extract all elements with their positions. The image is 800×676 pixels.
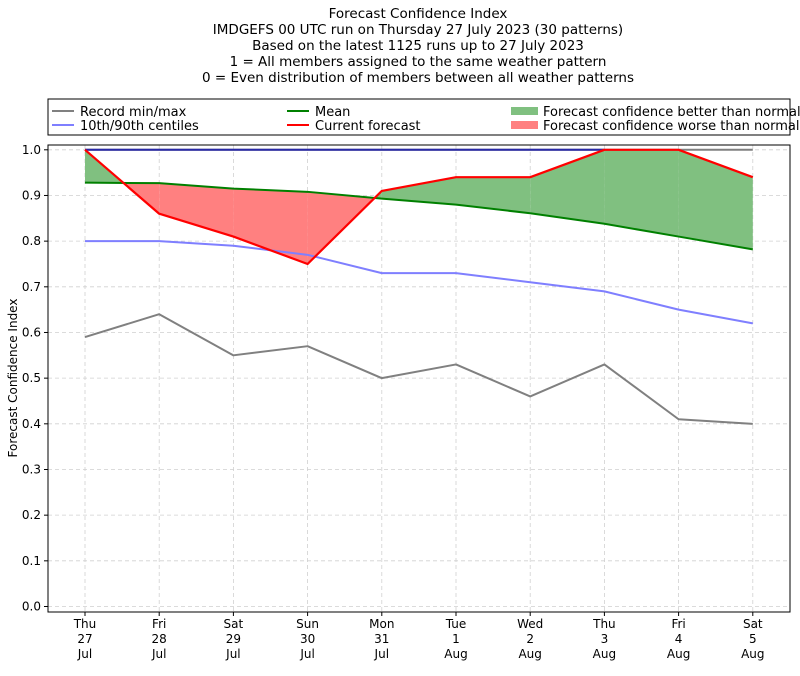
- series-lines: [84, 148, 754, 425]
- title-line: 0 = Even distribution of members between…: [202, 70, 634, 86]
- y-tick-label: 1.0: [22, 143, 41, 157]
- y-axis-label: Forecast Confidence Index: [6, 299, 20, 458]
- x-tick-label: Jul: [374, 647, 389, 661]
- y-axis: 0.0 0.1 0.2 0.3 0.4 0.5 0.6 0.7 0.8 0.9 1.0: [22, 143, 48, 614]
- x-tick-label: Wed: [517, 617, 543, 631]
- x-tick-label: Sun: [296, 617, 319, 631]
- y-tick-label: 0.4: [22, 417, 41, 431]
- confidence-fills: [85, 149, 753, 264]
- title-line: IMDGEFS 00 UTC run on Thursday 27 July 2…: [213, 22, 623, 38]
- x-tick-label: Aug: [444, 647, 467, 661]
- y-tick-label: 0.1: [22, 554, 41, 568]
- x-tick-label: 30: [300, 632, 315, 646]
- x-tick-label: Aug: [741, 647, 764, 661]
- record-min-line: [84, 313, 753, 425]
- y-tick-label: 0.9: [22, 188, 41, 202]
- y-tick-label: 0.5: [22, 371, 41, 385]
- x-tick-label: Jul: [225, 647, 240, 661]
- legend-label: 10th/90th centiles: [80, 119, 199, 134]
- x-tick-label: 5: [749, 632, 757, 646]
- x-tick-label: 28: [152, 632, 167, 646]
- title-line: Forecast Confidence Index: [329, 6, 508, 22]
- x-tick-label: Thu: [592, 617, 616, 631]
- fill-worse: [233, 188, 308, 264]
- fill-better: [678, 149, 753, 250]
- title-line: 1 = All members assigned to the same wea…: [230, 54, 607, 70]
- mean-line: [84, 181, 753, 251]
- x-tick-label: 27: [77, 632, 92, 646]
- x-tick-label: Jul: [77, 647, 92, 661]
- x-tick-label: Mon: [369, 617, 394, 631]
- legend-label: Forecast confidence better than normal: [543, 105, 800, 120]
- x-tick-label: Fri: [671, 617, 685, 631]
- x-tick-label: Jul: [299, 647, 314, 661]
- y-tick-label: 0.8: [22, 234, 41, 248]
- x-tick-label: 4: [675, 632, 683, 646]
- fill-better: [530, 149, 605, 224]
- y-tick-label: 0.0: [22, 600, 41, 614]
- y-tick-label: 0.7: [22, 280, 41, 294]
- legend-box: [47, 98, 791, 136]
- legend-label: Current forecast: [315, 119, 421, 134]
- y-tick-label: 0.3: [22, 462, 41, 476]
- x-tick-label: Tue: [445, 617, 467, 631]
- legend-swatch: [511, 121, 538, 129]
- x-tick-label: 29: [226, 632, 241, 646]
- current-forecast-line: [84, 148, 754, 266]
- p10-line: [85, 240, 753, 325]
- y-tick-label: 0.2: [22, 508, 41, 522]
- x-tick-label: Thu: [73, 617, 97, 631]
- x-tick-label: 3: [601, 632, 609, 646]
- legend-label: Record min/max: [80, 105, 187, 120]
- fill-better: [456, 177, 531, 214]
- x-tick-label: 31: [374, 632, 389, 646]
- x-tick-label: Aug: [518, 647, 541, 661]
- x-tick-label: Jul: [151, 647, 166, 661]
- legend-swatch: [511, 107, 538, 115]
- x-axis: Thu27JulFri28JulSat29JulSun30JulMon31Jul…: [73, 612, 765, 661]
- x-tick-label: Sat: [224, 617, 244, 631]
- x-tick-label: Aug: [593, 647, 616, 661]
- x-tick-label: 2: [526, 632, 534, 646]
- x-tick-label: Sat: [743, 617, 763, 631]
- x-tick-label: Aug: [667, 647, 690, 661]
- fill-worse: [307, 191, 375, 264]
- y-tick-label: 0.6: [22, 325, 41, 339]
- title-line: Based on the latest 1125 runs up to 27 J…: [252, 38, 584, 54]
- fill-better: [381, 177, 456, 205]
- x-tick-label: 1: [452, 632, 460, 646]
- legend-label: Mean: [315, 105, 350, 120]
- legend-label: Forecast confidence worse than normal: [543, 119, 800, 134]
- fill-better: [604, 149, 679, 237]
- fill-worse: [159, 183, 234, 237]
- x-tick-label: Fri: [152, 617, 166, 631]
